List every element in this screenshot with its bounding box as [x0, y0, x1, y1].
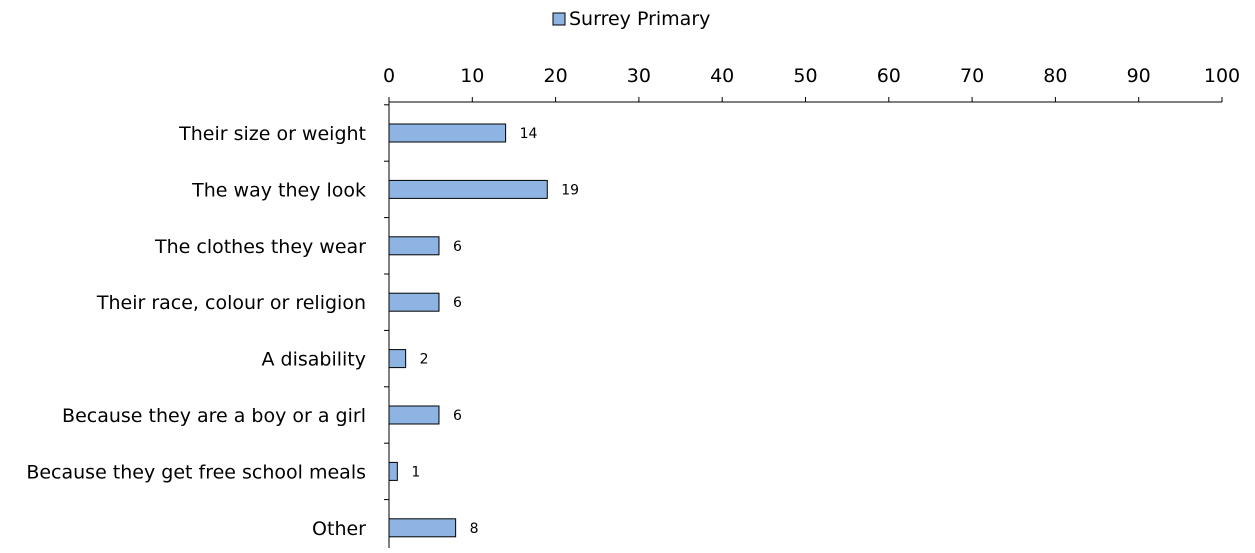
data-label: 1 [411, 464, 420, 480]
category-label: A disability [261, 349, 366, 371]
category-label: Their size or weight [178, 123, 366, 145]
category-label: The way they look [191, 179, 366, 201]
bar [388, 405, 440, 425]
legend-label: Surrey Primary [569, 8, 710, 30]
category-label: The clothes they wear [154, 236, 366, 258]
data-label: 6 [453, 239, 462, 255]
data-label: 14 [520, 126, 538, 142]
bar [388, 349, 407, 369]
x-tick-label: 30 [627, 65, 651, 87]
bar [388, 236, 440, 256]
bar [388, 179, 548, 199]
bar [388, 123, 507, 143]
bars: 14 19 6 6 2 6 1 8 [388, 123, 579, 538]
bar [388, 292, 440, 312]
data-label: 8 [470, 521, 479, 537]
x-tick-label: 100 [1204, 65, 1240, 87]
x-tick-label: 90 [1127, 65, 1151, 87]
legend: Surrey Primary [552, 8, 710, 30]
data-label: 6 [453, 408, 462, 424]
category-label: Because they get free school meals [26, 461, 366, 483]
data-label: 2 [420, 352, 429, 368]
x-tick-label: 50 [793, 65, 817, 87]
x-tick-label: 60 [877, 65, 901, 87]
x-tick-label: 80 [1043, 65, 1067, 87]
category-label: Their race, colour or religion [96, 292, 366, 314]
x-tick-label: 20 [544, 65, 568, 87]
category-label: Because they are a boy or a girl [62, 405, 366, 427]
category-label: Other [312, 518, 366, 540]
data-label: 6 [453, 295, 462, 311]
x-tick-label: 10 [460, 65, 484, 87]
legend-swatch [552, 12, 566, 26]
x-tick-label: 70 [960, 65, 984, 87]
bar [388, 518, 457, 538]
x-tick-label: 40 [710, 65, 734, 87]
bar [388, 461, 398, 481]
x-tick-label: 0 [383, 65, 395, 87]
data-label: 19 [561, 182, 579, 198]
axes: 0 10 20 30 40 50 60 70 80 90 100 Their size or weig… [26, 65, 1240, 548]
